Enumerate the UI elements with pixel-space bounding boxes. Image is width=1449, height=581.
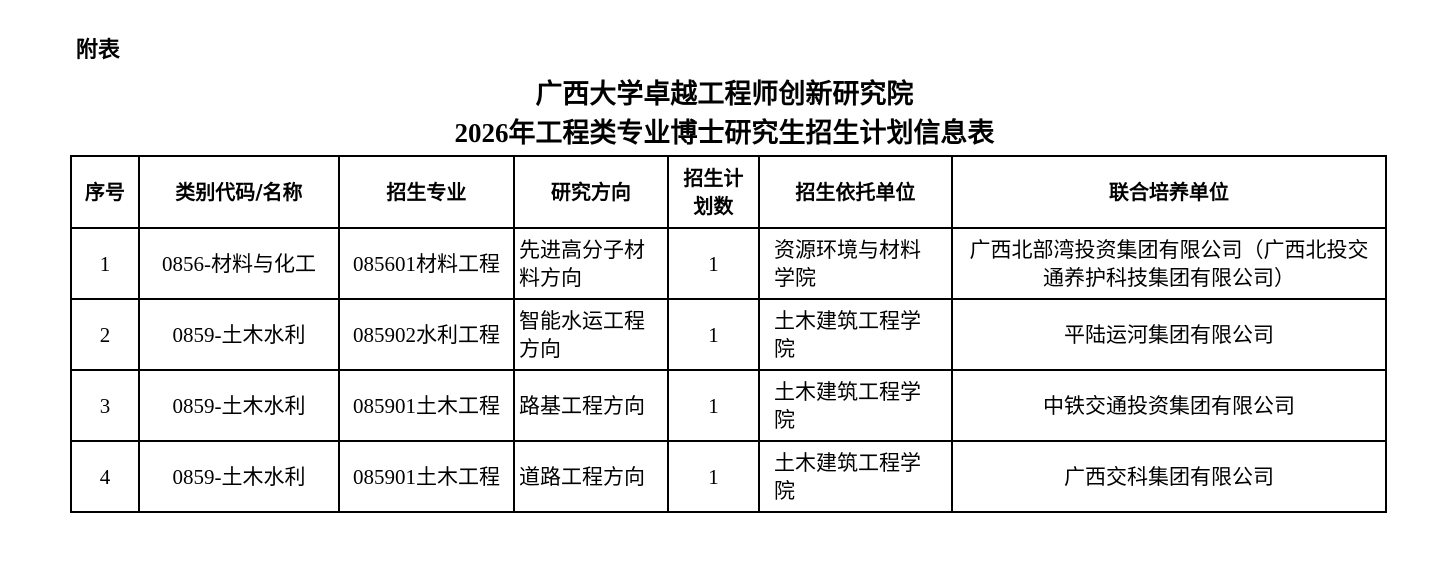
cell-host-unit: 土木建筑工程学院 bbox=[758, 440, 953, 513]
table-row: 1 0856-材料与化工 085601材料工程 先进高分子材料方向 1 资源环境与材料学院… bbox=[70, 227, 1387, 300]
cell-index: 1 bbox=[70, 227, 140, 300]
cell-index: 2 bbox=[70, 298, 140, 371]
cell-partner-unit: 广西交科集团有限公司 bbox=[951, 440, 1387, 513]
header-direction: 研究方向 bbox=[513, 155, 669, 229]
header-quota: 招生计划数 bbox=[667, 155, 760, 229]
title-line-1: 广西大学卓越工程师创新研究院 bbox=[535, 79, 914, 109]
header-category: 类别代码/名称 bbox=[138, 155, 340, 229]
cell-quota: 1 bbox=[667, 227, 760, 300]
cell-quota: 1 bbox=[667, 298, 760, 371]
cell-major: 085901土木工程 bbox=[338, 369, 515, 442]
cell-partner-unit: 广西北部湾投资集团有限公司（广西北投交通养护科技集团有限公司） bbox=[951, 227, 1387, 300]
cell-index: 3 bbox=[70, 369, 140, 442]
cell-category: 0859-土木水利 bbox=[138, 298, 340, 371]
cell-category: 0856-材料与化工 bbox=[138, 227, 340, 300]
header-host-unit: 招生依托单位 bbox=[758, 155, 953, 229]
header-major: 招生专业 bbox=[338, 155, 515, 229]
table-row: 2 0859-土木水利 085902水利工程 智能水运工程方向 1 土木建筑工程学院 平陆运… bbox=[70, 298, 1387, 371]
cell-partner-unit: 平陆运河集团有限公司 bbox=[951, 298, 1387, 371]
cell-major: 085901土木工程 bbox=[338, 440, 515, 513]
enrollment-plan-table: 序号 类别代码/名称 招生专业 研究方向 招生计划数 招生依托单位 联合培养单位… bbox=[70, 155, 1387, 513]
cell-index: 4 bbox=[70, 440, 140, 513]
cell-quota: 1 bbox=[667, 369, 760, 442]
cell-direction: 路基工程方向 bbox=[513, 369, 669, 442]
cell-host-unit: 土木建筑工程学院 bbox=[758, 298, 953, 371]
cell-host-unit: 资源环境与材料学院 bbox=[758, 227, 953, 300]
header-row: 序号 类别代码/名称 招生专业 研究方向 招生计划数 招生依托单位 联合培养单位 bbox=[70, 155, 1387, 229]
cell-category: 0859-土木水利 bbox=[138, 440, 340, 513]
table-row: 3 0859-土木水利 085901土木工程 路基工程方向 1 土木建筑工程学院 中铁交通投… bbox=[70, 369, 1387, 442]
cell-category: 0859-土木水利 bbox=[138, 369, 340, 442]
cell-major: 085601材料工程 bbox=[338, 227, 515, 300]
cell-direction: 先进高分子材料方向 bbox=[513, 227, 669, 300]
cell-quota: 1 bbox=[667, 440, 760, 513]
cell-partner-unit: 中铁交通投资集团有限公司 bbox=[951, 369, 1387, 442]
header-index: 序号 bbox=[70, 155, 140, 229]
cell-direction: 道路工程方向 bbox=[513, 440, 669, 513]
header-partner-unit: 联合培养单位 bbox=[951, 155, 1387, 229]
cell-direction: 智能水运工程方向 bbox=[513, 298, 669, 371]
title-line-2: 2026年工程类专业博士研究生招生计划信息表 bbox=[454, 118, 995, 148]
table-row: 4 0859-土木水利 085901土木工程 道路工程方向 1 土木建筑工程学院 广西交科集… bbox=[70, 440, 1387, 513]
cell-host-unit: 土木建筑工程学院 bbox=[758, 369, 953, 442]
annex-label: 附表 bbox=[76, 38, 121, 63]
cell-major: 085902水利工程 bbox=[338, 298, 515, 371]
